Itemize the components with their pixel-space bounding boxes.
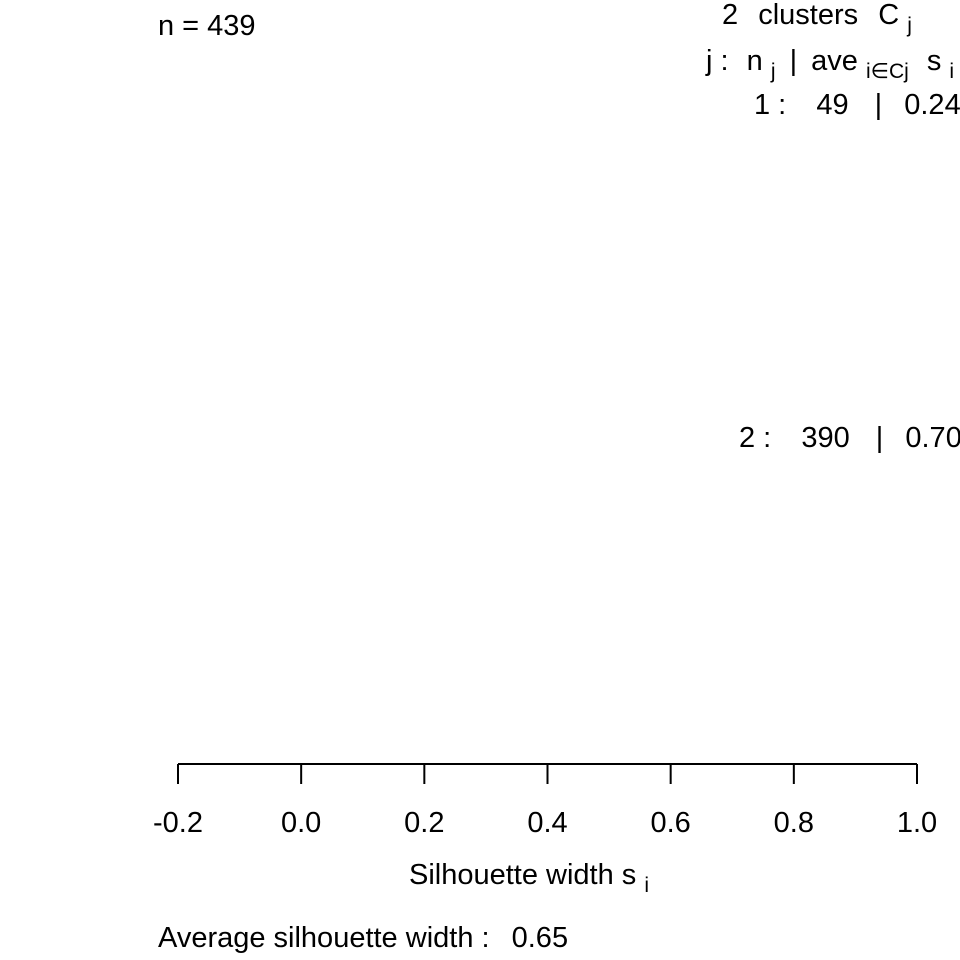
x-tick-label-0: -0.2 bbox=[153, 807, 203, 839]
legend-n-symbol: n bbox=[747, 45, 763, 77]
cluster-1-n: 49 bbox=[816, 89, 848, 121]
x-tick-label-3: 0.4 bbox=[527, 807, 567, 839]
x-tick-label-2: 0.2 bbox=[404, 807, 444, 839]
x-axis: -0.2 0.0 0.2 0.4 0.6 0.8 1.0 bbox=[153, 763, 937, 839]
x-axis-title-main: Silhouette width s bbox=[409, 859, 636, 891]
legend-s-symbol: s bbox=[927, 45, 942, 77]
legend-j-label: j : bbox=[705, 45, 729, 77]
x-tick-label-5: 0.8 bbox=[774, 807, 814, 839]
legend-header: j : n j | ave i∈Cj s i bbox=[705, 45, 954, 85]
cluster-count-heading: 2 clusters C j bbox=[722, 0, 912, 37]
x-axis-title-sub: i bbox=[644, 874, 649, 897]
cluster-word: clusters bbox=[758, 0, 858, 31]
average-silhouette-summary: Average silhouette width : 0.65 bbox=[158, 922, 568, 954]
legend-s-sub: i bbox=[949, 60, 954, 83]
cluster-2-avg: 0.70 bbox=[905, 422, 960, 454]
legend-n-sub: j bbox=[770, 60, 776, 83]
average-silhouette-label: Average silhouette width : bbox=[158, 922, 490, 954]
cluster-2-sep: | bbox=[876, 422, 884, 454]
x-tick-label-4: 0.6 bbox=[651, 807, 691, 839]
cluster-1-label: 1 : bbox=[754, 89, 786, 121]
cluster-row-2: 2 : 390 | 0.70 bbox=[739, 422, 960, 454]
x-tick-label-1: 0.0 bbox=[281, 807, 321, 839]
cluster-symbol: C bbox=[878, 0, 899, 31]
cluster-count-value: 2 bbox=[722, 0, 738, 31]
legend-ave: ave bbox=[811, 45, 858, 77]
legend-sep: | bbox=[790, 45, 798, 77]
cluster-1-avg: 0.24 bbox=[904, 89, 960, 121]
legend-ave-sub: i∈Cj bbox=[866, 60, 909, 83]
cluster-1-sep: | bbox=[875, 89, 883, 121]
cluster-symbol-sub: j bbox=[906, 14, 912, 37]
n-total-label: n = 439 bbox=[158, 10, 256, 42]
cluster-2-label: 2 : bbox=[739, 422, 771, 454]
average-silhouette-value: 0.65 bbox=[512, 922, 568, 954]
cluster-2-n: 390 bbox=[801, 422, 849, 454]
x-tick-label-6: 1.0 bbox=[897, 807, 937, 839]
x-axis-title: Silhouette width s i bbox=[409, 859, 649, 897]
cluster-row-1: 1 : 49 | 0.24 bbox=[754, 89, 960, 121]
